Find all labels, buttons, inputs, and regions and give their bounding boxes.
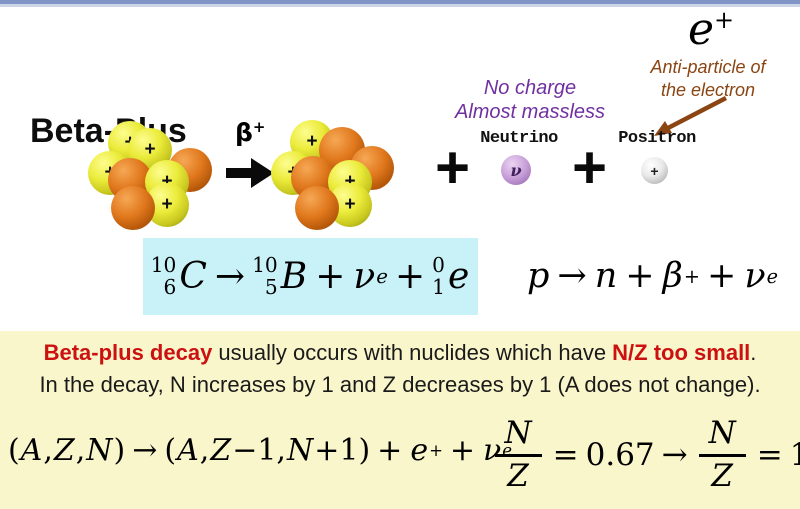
- top-accent-bar: [0, 0, 800, 4]
- math-token: +: [394, 256, 426, 297]
- antiparticle-note: Anti-particle of the electron: [622, 56, 794, 101]
- math-token: 0.67: [585, 437, 655, 473]
- neutron-sphere: [111, 186, 155, 230]
- bottom-panel: [0, 331, 800, 509]
- math-token: =: [552, 437, 579, 473]
- math-token: (: [164, 432, 177, 468]
- neutrino-glyph: ν: [510, 160, 522, 180]
- math-token: e: [410, 432, 429, 468]
- neutrino-label: Neutrino: [480, 129, 558, 148]
- math-token: +: [449, 432, 476, 468]
- math-token: n: [594, 256, 618, 296]
- beta-symbol-base: β: [235, 118, 253, 147]
- nz-ratio-equation: N Z = 0.67 → N Z = 1: [494, 404, 800, 506]
- math-token: (: [7, 432, 20, 468]
- math-token: A: [177, 432, 199, 468]
- text-fragment: Beta-plus decay: [43, 340, 213, 365]
- beta-plus-symbol: β+: [235, 118, 265, 147]
- math-token: p: [527, 256, 550, 296]
- decay-description-line1: Beta-plus decay usually occurs with nucl…: [0, 340, 800, 366]
- positron-label: Positron: [618, 129, 696, 148]
- neutrino-ball: ν: [501, 155, 531, 185]
- math-token: +: [683, 264, 700, 288]
- text-fragment: N/Z too small: [612, 340, 751, 365]
- annotation-arrow-icon: [654, 96, 728, 136]
- math-token: Z: [210, 432, 232, 468]
- positron-symbol: e+: [688, 4, 734, 55]
- math-token: N: [86, 432, 113, 468]
- math-token: e: [376, 265, 388, 288]
- math-token: −1: [232, 432, 277, 468]
- math-token: +1: [314, 432, 359, 468]
- antiparticle-note-line2: the electron: [660, 79, 756, 100]
- math-token: ): [113, 432, 126, 468]
- math-token: ,: [43, 432, 53, 468]
- math-token: +: [706, 256, 737, 296]
- positron-glyph: +: [650, 162, 659, 179]
- math-token: e: [502, 440, 513, 460]
- math-token: C: [179, 256, 207, 297]
- proton-decay-equation: p → n + β + + ν e: [502, 240, 800, 312]
- math-token: +: [625, 256, 655, 296]
- neutrino-note-line2: Almost massless: [454, 100, 606, 123]
- math-token: e: [766, 264, 778, 288]
- math-token: Z: [53, 432, 75, 468]
- math-token: N: [286, 432, 314, 468]
- positron-ball: +: [641, 157, 668, 184]
- math-token: 10 5: [252, 252, 278, 299]
- neutron-sphere: [295, 186, 339, 230]
- math-token: =: [756, 437, 783, 473]
- math-token: β: [662, 256, 683, 296]
- math-token: ν: [353, 256, 376, 297]
- boron-10-nucleus: ++++: [270, 120, 420, 235]
- math-token: 1: [789, 437, 800, 473]
- decay-arrow-icon: [226, 158, 274, 188]
- math-token: e: [447, 256, 470, 297]
- neutrino-properties-note: No charge Almost massless: [430, 77, 630, 124]
- top-accent-bar-light: [0, 4, 800, 7]
- beta-symbol-sup: +: [252, 118, 266, 136]
- plus-operator-1: +: [434, 134, 471, 201]
- math-token: B: [280, 256, 308, 297]
- carbon-decay-equation: 10 6 C → 10 5 B + ν e +0 1 e: [143, 238, 478, 315]
- positron-symbol-base: e: [688, 4, 715, 55]
- math-token: →: [557, 256, 587, 296]
- math-token: →: [132, 432, 158, 468]
- math-token: →: [661, 437, 688, 473]
- math-token: +: [429, 440, 443, 460]
- plus-operator-2: +: [571, 134, 608, 201]
- math-token: ,: [276, 432, 286, 468]
- math-token: ): [358, 432, 371, 468]
- math-token: +: [377, 432, 403, 468]
- neutrino-note-line1: No charge: [483, 77, 577, 99]
- math-token: A: [20, 432, 43, 468]
- carbon-10-nucleus: +++++: [85, 120, 235, 235]
- math-token: ν: [744, 256, 766, 296]
- azn-transformation-equation: (A, Z, N) →(A, Z −1, N +1) + e + + ν e: [7, 420, 513, 480]
- math-token: +: [315, 256, 346, 297]
- math-token: →: [214, 256, 246, 297]
- math-token: 10 6: [150, 252, 177, 299]
- math-token: ν: [483, 432, 502, 468]
- antiparticle-note-line1: Anti-particle of: [650, 57, 766, 77]
- positron-symbol-sup: +: [714, 6, 735, 34]
- math-token: ,: [199, 432, 210, 468]
- decay-description-line2: In the decay, N increases by 1 and Z dec…: [39, 372, 761, 397]
- math-token: ,: [75, 432, 86, 468]
- text-fragment: .: [750, 340, 757, 365]
- text-fragment: usually occurs with nuclides which have: [212, 340, 613, 365]
